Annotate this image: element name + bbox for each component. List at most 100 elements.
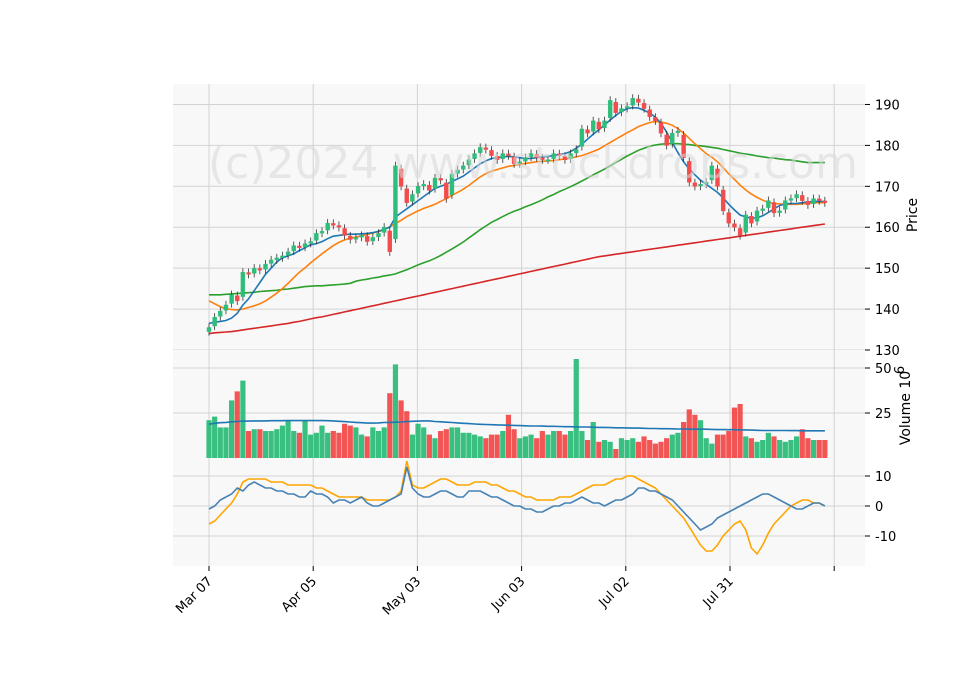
volume-bar [596,441,602,458]
candle-body [494,156,500,160]
candle-body [331,223,336,226]
volume-bar [624,440,630,458]
candle-body [206,327,212,332]
y-tick-label: 50 [875,362,892,377]
candle-body [268,259,274,264]
volume-bar [664,438,670,458]
y-tick-label: 0 [875,500,883,515]
moving-average-orange-line [208,120,825,311]
candle-body [235,295,240,302]
volume-bar [539,431,545,458]
volume-bar [443,429,449,458]
volume-bar [466,432,472,458]
volume-bar [381,427,387,458]
candle-body [811,198,816,205]
candle-body [630,98,635,106]
volume-bar [601,440,608,458]
candle-body [704,182,709,185]
volume-bar [291,431,297,458]
volume-bar [607,441,613,458]
candle-body [274,257,279,260]
y-tick-label: 160 [875,221,900,236]
volume-bar [754,441,760,458]
volume-bar [308,434,314,458]
y-tick-label: 150 [875,262,900,277]
candle-body [720,189,726,212]
volume-bar [426,434,432,458]
candle-body [670,132,675,144]
candle-body [263,263,268,270]
volume-bar [534,438,540,458]
candle-body [624,106,630,109]
volume-bar [229,400,235,458]
candle-body [444,182,449,199]
candle-body [523,157,528,162]
candle-body [743,214,748,233]
candle-body [421,184,426,187]
candle-body [212,317,217,327]
volume-bar [296,432,302,458]
candle-body [528,153,534,158]
candle-body [794,194,799,199]
candle-body [404,188,409,203]
volume-bar [748,438,754,458]
volume-bar [556,431,562,458]
candle-body [314,233,319,241]
volume-bar [528,434,534,458]
candle-body [223,304,229,311]
volume-bar [573,359,579,458]
volume-bar [771,436,777,458]
volume-panel: 25 50 Volume 106 [173,350,914,458]
y-tick-label: 190 [875,98,900,113]
candle-body [805,201,811,205]
volume-bar [257,429,263,458]
candle-body [777,210,782,213]
candle-body [370,237,376,242]
candle-body [438,178,443,181]
candle-body [342,228,347,236]
candle-body [551,153,556,159]
volume-bar [584,440,591,458]
volume-bar [483,438,489,458]
volume-bar [245,431,252,458]
candle-body [511,156,517,165]
volume-bar [703,438,709,458]
candle-body [478,147,483,153]
volume-bar [262,431,269,458]
volume-bar [765,432,771,458]
volume-moving-average-line [208,419,825,432]
candle-body [540,157,545,160]
candle-body [472,153,477,159]
volume-bar [545,434,551,458]
volume-bar [551,431,557,458]
volume-bar [568,431,574,458]
volume-bar [726,431,732,458]
volume-bar [500,431,506,458]
volume-bar [692,414,698,458]
candle-body [641,103,647,109]
candle-body [749,215,754,224]
volume-bar [822,440,828,458]
candle-body [302,243,308,248]
volume-bar [302,420,308,458]
candle-body [607,100,613,118]
volume-bar [240,380,246,458]
volume-bar [494,434,500,458]
candle-body [579,128,585,147]
candle-body [591,120,596,132]
price-axis-label: Price [905,198,921,232]
volume-bar [375,431,382,458]
volume-bar [658,441,664,458]
y-tick-label: 170 [875,180,900,195]
candle-body [348,235,353,240]
volume-bar [471,434,478,458]
volume-bar [438,431,444,458]
candle-body [602,120,607,128]
candle-body [760,208,765,211]
candle-body [692,182,698,187]
volume-bar [279,425,286,458]
y-tick-label: -10 [875,530,896,545]
candle-body [449,173,455,196]
candle-body [432,177,438,189]
